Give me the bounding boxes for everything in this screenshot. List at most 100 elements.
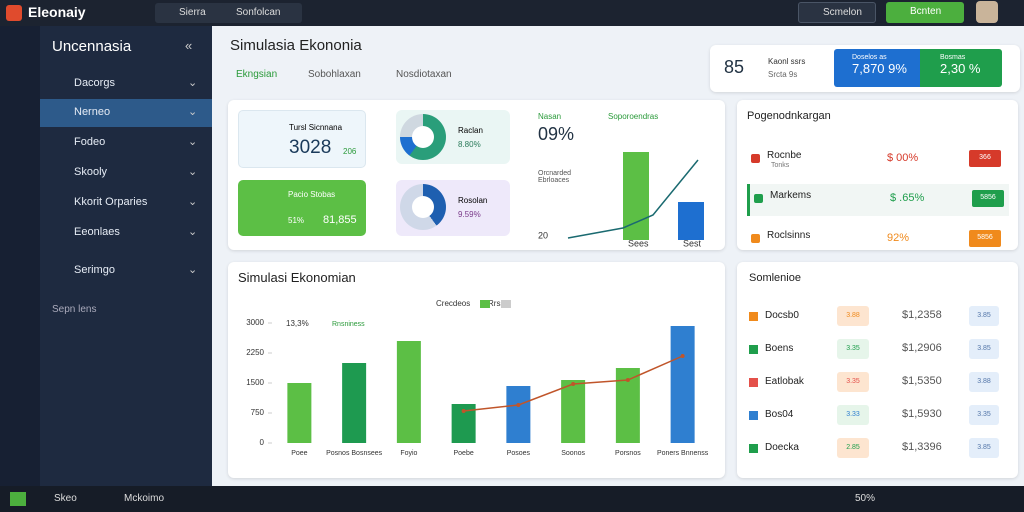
list-name: Docsb0 — [765, 310, 799, 321]
list-name: Roclsinns — [767, 230, 811, 241]
x-tick-label: Soonos — [561, 450, 585, 457]
menu-item[interactable]: Fodeo ⌄ — [40, 129, 212, 157]
status-item[interactable]: Skeo — [54, 493, 77, 504]
legend-label: Crecdeos — [436, 299, 470, 308]
brand: Eleonaiy — [28, 4, 86, 20]
donut-value: 9.59% — [458, 210, 481, 219]
line-point — [516, 403, 521, 407]
top-bar: Eleonaiy Sierra Sonfolcan Scmelon Bcnten — [0, 0, 1024, 26]
menu-label: Eeonlaes — [74, 226, 120, 238]
x-tick-label: Foyio — [400, 450, 417, 457]
donut-card: Rosolan 9.59% — [396, 180, 510, 236]
donut-label: Rosolan — [458, 196, 488, 205]
sidebar-title: Uncennasia — [52, 38, 132, 55]
list-title: Pogenodnkargan — [747, 110, 831, 122]
list-value: $1,2906 — [902, 342, 942, 354]
chevron: ⌄ — [188, 106, 198, 118]
list-badge: 5856 — [972, 190, 1004, 207]
chart-card: Simulasi Ekonomian 0 750 1500 2250 3000 13,3%… — [228, 262, 725, 478]
box-value: 2,30 % — [940, 61, 981, 76]
list-icon — [754, 194, 763, 203]
list-sub: Tonks — [771, 162, 790, 169]
chart: 0 750 1500 2250 3000 13,3% Rnsniness Crecdeos Rr… — [246, 299, 709, 457]
list-tag: 3.33 — [837, 405, 869, 425]
chevron: ⌄ — [188, 196, 198, 208]
mini-axis: Sees — [628, 238, 649, 248]
page-title: Simulasia Ekononia — [230, 37, 362, 54]
box-label: Doselos as — [852, 54, 887, 61]
mini-note: Orcnarded Ebrloaces — [538, 170, 572, 184]
tab[interactable]: Ekngsian — [236, 69, 278, 80]
kpi-value: 3028 — [289, 137, 332, 158]
y-tick-label: 2250 — [246, 348, 264, 357]
mini-axis: 20 — [538, 230, 548, 240]
avatar[interactable] — [976, 1, 998, 23]
y-tick-label: 1500 — [246, 378, 264, 387]
summary-box: Bosmas 2,30 % — [920, 49, 1002, 87]
icon-rail — [0, 26, 40, 486]
button[interactable]: Scmelon — [798, 2, 876, 23]
tab[interactable]: Sonfolcan — [222, 3, 302, 23]
summary-code: 85 — [724, 57, 745, 77]
list-badge: 366 — [969, 150, 1001, 167]
menu-label: Serimgo — [74, 264, 115, 276]
menu-item[interactable]: Skooly ⌄ — [40, 159, 212, 187]
kpi-label: Tursl Sicnnana — [289, 123, 343, 132]
kpi-card: Tursl Sicnnana 3028 206 Pacio Stobas 51%… — [228, 100, 725, 250]
icon — [10, 492, 26, 506]
bar — [287, 383, 312, 443]
tab[interactable]: Nosdiotaxan — [396, 69, 452, 80]
menu-item[interactable]: Eeonlaes ⌄ — [40, 219, 212, 247]
list-value: $1,3396 — [902, 441, 942, 453]
box-value: 7,870 9% — [852, 61, 907, 76]
mini-legend: Soporoendras — [608, 112, 659, 121]
legend-swatch — [501, 300, 511, 308]
list-badge: 5856 — [969, 230, 1001, 247]
kpi-label: Pacio Stobas — [288, 190, 336, 199]
donut-value: 8.80% — [458, 140, 481, 149]
menu-item[interactable]: Kkorit Orparies ⌄ — [40, 189, 212, 217]
annotation: 13,3% — [286, 319, 309, 328]
list-name: Boens — [765, 343, 794, 354]
chart-title: Simulasi Ekonomian — [238, 270, 356, 285]
list-tag: 3.88 — [837, 306, 869, 326]
kpi: Tursl Sicnnana 3028 206 — [238, 110, 366, 168]
list-name: Rocnbe — [767, 150, 802, 161]
kpi-sub: 51% — [288, 216, 305, 225]
mini-value: 09% — [538, 124, 575, 144]
line-point — [461, 409, 466, 413]
kpi: Pacio Stobas 51% 81,855 — [238, 180, 366, 236]
tab[interactable]: Sierra — [155, 3, 235, 23]
status-bar: Skeo Mckoimo 50% — [0, 486, 1024, 512]
menu-item[interactable]: Serimgo ⌄ — [40, 257, 212, 285]
line-point — [625, 378, 630, 382]
collapse[interactable]: « — [185, 38, 193, 53]
x-tick-label: Poebe — [454, 450, 474, 457]
kpi-delta: 206 — [343, 147, 357, 156]
button[interactable]: Bcnten — [886, 2, 964, 23]
line-point — [680, 354, 685, 358]
menu-label: Fodeo — [74, 136, 106, 148]
menu-item[interactable]: Dacorgs ⌄ — [40, 70, 212, 98]
list-card: Pogenodnkargan Rocnbe Tonks $ 00% 366 Markems… — [737, 100, 1018, 250]
legend-swatch — [480, 300, 490, 308]
menu-item[interactable]: Nerneo ⌄ — [40, 99, 212, 127]
tab[interactable]: Sobohlaxan — [308, 69, 361, 80]
menu-label: Dacorgs — [74, 77, 115, 89]
y-tick-label: 0 — [260, 438, 265, 447]
x-tick-label: Poners Bnnenss — [657, 450, 709, 457]
kpi-value: 81,855 — [323, 214, 357, 226]
mini-chart: 20 Sees Sest — [538, 152, 704, 248]
mini-axis: Sest — [683, 238, 702, 248]
list-row: Markems $ .65% 5856 — [747, 184, 1009, 216]
menu-label: Nerneo — [74, 106, 111, 118]
logo — [6, 5, 22, 21]
list-icon — [749, 444, 758, 453]
list-value: $ .65% — [890, 192, 925, 204]
status-item[interactable]: Mckoimo — [124, 493, 165, 504]
list-name: Eatlobak — [765, 376, 804, 387]
annotation-label: Rnsniness — [332, 321, 365, 328]
donut — [400, 114, 446, 160]
bar — [670, 326, 695, 443]
